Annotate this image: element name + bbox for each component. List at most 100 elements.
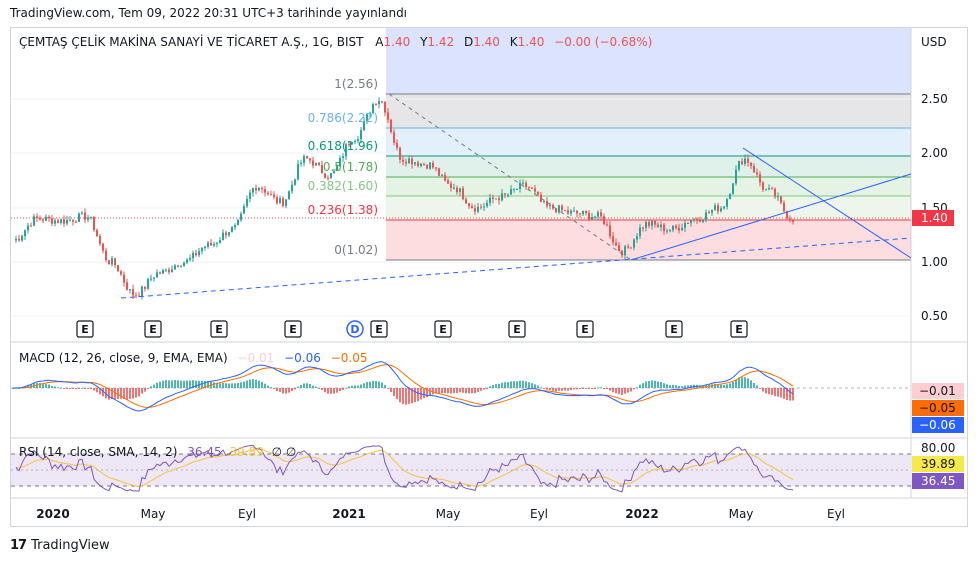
earnings-marker[interactable] [508, 320, 526, 338]
candle-body [198, 251, 200, 256]
macd-histogram-bar [291, 388, 293, 392]
macd-histogram-bar [114, 388, 116, 399]
earnings-marker[interactable] [284, 320, 302, 338]
macd-histogram-bar [600, 387, 602, 389]
price-series[interactable] [15, 97, 794, 300]
macd-histogram-bar [543, 388, 545, 389]
candle-body [492, 197, 494, 199]
price-tick: 2.50 [921, 92, 948, 106]
svg-text:ÇEMTAŞ ÇELİK MAKİNA SANAYİ VE: ÇEMTAŞ ÇELİK MAKİNA SANAYİ VE TİCARET A.… [19, 34, 652, 49]
macd-histogram-bar [255, 379, 257, 388]
macd-histogram-bar [642, 383, 644, 388]
macd-histogram-bar [537, 385, 539, 388]
candle-body [558, 205, 560, 213]
macd-histogram-bar [783, 388, 785, 399]
earnings-marker[interactable] [730, 320, 748, 338]
earnings-marker[interactable] [370, 320, 388, 338]
macd-histogram-bar [177, 380, 179, 388]
candle-body [141, 286, 143, 297]
candle-body [432, 162, 434, 168]
fib-labels: 1(2.56) 0.786(2.22) 0.618(1.96) 0.5(1.78… [308, 77, 378, 257]
macd-histogram-bar [414, 388, 416, 403]
earnings-marker-label: E [81, 323, 89, 336]
macd-histogram-bar [468, 388, 470, 394]
macd-histogram-bar [510, 381, 512, 388]
candle-body [405, 161, 407, 164]
candle-body [534, 188, 536, 192]
macd-histogram-bar [405, 388, 407, 405]
macd-histogram-bar [462, 388, 464, 393]
candle-body [48, 216, 50, 219]
candle-body [87, 217, 89, 220]
macd-pane[interactable] [11, 361, 911, 412]
price-axis[interactable]: USD 2.50 2.00 1.50 1.00 0.50 1.40 [912, 35, 954, 323]
macd-histogram-bar [621, 388, 623, 395]
macd-signal-value: −0.05 [331, 351, 368, 365]
candle-body [111, 258, 113, 265]
macd-histogram-bar [735, 379, 737, 388]
macd-histogram-bar [480, 388, 482, 391]
macd-histogram-bar [555, 388, 557, 392]
macd-histogram-bar [597, 387, 599, 389]
macd-histogram-bar [261, 381, 263, 388]
macd-histogram-bar [309, 383, 311, 388]
tradingview-footer[interactable]: 17 TradingView [10, 538, 110, 553]
macd-histogram-bar [687, 385, 689, 388]
macd-histogram-bar [408, 388, 410, 404]
macd-histogram-bar [765, 388, 767, 394]
macd-histogram-bar [588, 388, 590, 389]
macd-histogram-bar [381, 382, 383, 388]
candle-body [201, 248, 203, 252]
earnings-marker[interactable] [665, 320, 683, 338]
time-axis[interactable]: 2020 May Eyl 2021 May Eyl 2022 May Eyl [36, 507, 845, 521]
earnings-marker[interactable] [210, 320, 228, 338]
candle-body [783, 202, 785, 212]
candle-body [393, 132, 395, 143]
macd-histogram-bar [147, 388, 149, 389]
candle-body [669, 230, 671, 232]
macd-histogram-bar [156, 382, 158, 388]
candle-body [33, 216, 35, 226]
macd-histogram-bar [27, 385, 29, 388]
macd-histogram-bar [54, 386, 56, 388]
macd-histogram-bar [546, 388, 548, 390]
macd-histogram-bar [498, 383, 500, 388]
candle-body [660, 224, 662, 228]
macd-histogram-bar [150, 386, 152, 388]
trendline-long-dashed [120, 237, 912, 299]
macd-histogram-bar [39, 383, 41, 388]
fib-zone-1 [386, 94, 911, 128]
candle-body [36, 216, 38, 218]
macd-histogram-bar [747, 378, 749, 388]
rsi-extra: ∅ ∅ [272, 445, 297, 459]
chart-svg[interactable]: 1(2.56) 0.786(2.22) 0.618(1.96) 0.5(1.78… [11, 28, 967, 526]
rsi-pane[interactable] [11, 444, 911, 493]
candle-body [756, 172, 758, 175]
candle-body [168, 269, 170, 273]
rsi-value-badge [912, 473, 964, 489]
candle-body [612, 236, 614, 243]
candle-body [333, 170, 335, 174]
candle-body [360, 130, 362, 140]
earnings-marker[interactable] [576, 320, 594, 338]
candle-body [51, 218, 53, 224]
earnings-marker[interactable] [144, 320, 162, 338]
fib-label-bottom: 0(1.02) [334, 243, 378, 257]
candle-body [504, 193, 506, 195]
chart-frame[interactable]: 1(2.56) 0.786(2.22) 0.618(1.96) 0.5(1.78… [10, 27, 968, 527]
candle-body [645, 222, 647, 228]
candle-body [120, 271, 122, 275]
candle-body [219, 240, 221, 243]
dividend-marker[interactable] [346, 320, 364, 338]
macd-histogram-bar [579, 388, 581, 390]
candle-body [723, 206, 725, 209]
earnings-marker[interactable] [76, 320, 94, 338]
candle-body [39, 217, 41, 220]
candle-body [264, 189, 266, 193]
earnings-marker[interactable] [434, 320, 452, 338]
candle-body [381, 101, 383, 103]
macd-histogram-bar [507, 382, 509, 388]
fib-zone-4 [386, 177, 911, 196]
candle-body [234, 225, 236, 228]
